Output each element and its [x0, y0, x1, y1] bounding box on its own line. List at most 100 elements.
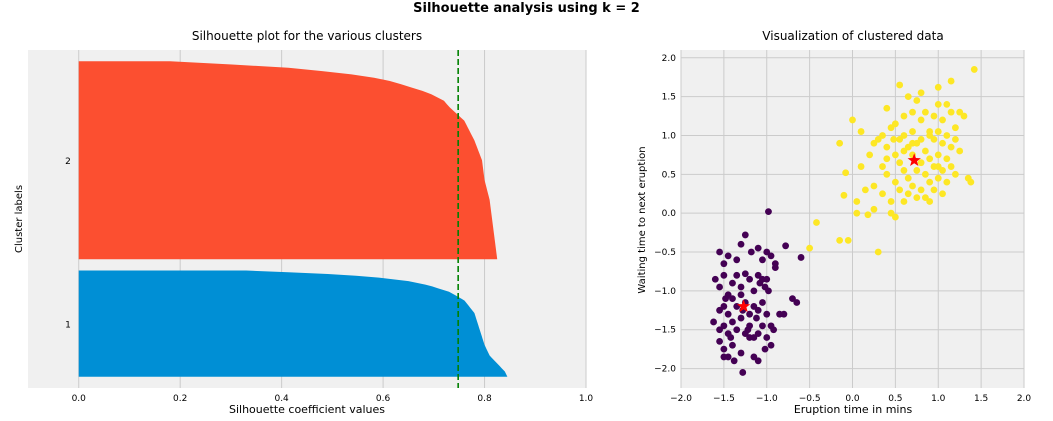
scatter-point-cluster-2 [943, 100, 951, 108]
scatter-x-tick-label: 0.5 [888, 394, 902, 404]
silhouette-x-tick-label: 0.6 [376, 394, 391, 404]
scatter-point-cluster-2 [864, 211, 872, 219]
scatter-point-cluster-2 [952, 170, 959, 178]
scatter-point-cluster-1 [716, 248, 723, 256]
scatter-point-cluster-2 [956, 147, 964, 155]
scatter-point-cluster-1 [741, 270, 749, 278]
scatter-point-cluster-1 [733, 326, 741, 334]
scatter-point-cluster-1 [722, 295, 729, 303]
scatter-point-cluster-1 [753, 314, 760, 322]
scatter-x-tick-label: 1.0 [931, 394, 946, 404]
scatter-point-cluster-2 [917, 116, 925, 124]
scatter-point-cluster-1 [739, 369, 747, 376]
silhouette-cluster-1 [78, 270, 508, 377]
scatter-point-cluster-1 [710, 318, 717, 326]
scatter-point-cluster-2 [879, 190, 886, 198]
scatter-y-label: Waiting time to next eruption [637, 146, 648, 293]
scatter-point-cluster-2 [891, 120, 899, 128]
scatter-point-cluster-2 [883, 170, 891, 178]
scatter-y-tick-label: 2.0 [662, 54, 677, 64]
scatter-y-tick-label: −2.0 [654, 365, 676, 375]
silhouette-y-label: Cluster labels [14, 185, 25, 253]
scatter-point-cluster-2 [917, 135, 925, 143]
scatter-point-cluster-2 [853, 198, 861, 205]
silhouette-x-tick-label: 1.0 [579, 394, 594, 404]
scatter-point-cluster-2 [970, 66, 978, 73]
scatter-point-cluster-2 [909, 182, 916, 190]
scatter-point-cluster-1 [746, 334, 753, 341]
scatter-x-ticks: −2.0 −1.5 −1.0 −0.5 0.0 0.5 1.0 1.5 2.0 [670, 394, 1031, 404]
scatter-point-cluster-2 [930, 112, 938, 120]
scatter-point-cluster-2 [890, 135, 898, 143]
scatter-point-cluster-2 [926, 178, 934, 186]
scatter-point-cluster-2 [943, 155, 951, 163]
scatter-point-cluster-2 [900, 167, 908, 174]
scatter-point-cluster-2 [939, 190, 946, 198]
scatter-x-tick-label: −1.0 [756, 394, 778, 404]
scatter-point-cluster-2 [939, 139, 946, 147]
scatter-point-cluster-1 [793, 299, 801, 306]
scatter-point-cluster-2 [836, 139, 844, 147]
scatter-point-cluster-1 [771, 264, 779, 271]
scatter-point-cluster-1 [770, 326, 778, 334]
scatter-point-cluster-2 [926, 132, 934, 139]
scatter-x-label: Eruption time in mins [794, 403, 913, 416]
centroid-star-1 [736, 299, 751, 313]
scatter-point-cluster-1 [727, 334, 735, 341]
scatter-point-cluster-1 [724, 252, 732, 260]
scatter-point-cluster-2 [926, 155, 934, 163]
scatter-point-cluster-2 [913, 167, 921, 174]
scatter-point-cluster-2 [960, 112, 968, 120]
scatter-point-cluster-1 [737, 314, 745, 322]
scatter-point-cluster-2 [844, 236, 852, 244]
scatter-point-cluster-1 [759, 322, 766, 330]
scatter-point-cluster-1 [724, 310, 732, 318]
scatter-x-tick-label: −0.5 [799, 394, 821, 404]
scatter-y-tick-label: −0.5 [654, 248, 676, 258]
scatter-x-tick-label: 1.5 [974, 394, 988, 404]
scatter-point-cluster-1 [720, 322, 728, 330]
scatter-point-cluster-1 [733, 271, 741, 279]
centroid-markers [736, 153, 921, 313]
silhouette-x-tick-label: 0.8 [477, 394, 492, 404]
scatter-point-cluster-2 [896, 159, 904, 167]
scatter-point-cluster-1 [716, 337, 723, 345]
scatter-point-cluster-2 [900, 147, 908, 155]
scatter-point-cluster-2 [943, 178, 951, 186]
scatter-point-cluster-1 [754, 330, 762, 338]
silhouette-chart: 0.0 0.2 0.4 0.6 0.8 1.0 12 Silhouette plot fo… [14, 29, 593, 416]
scatter-point-cluster-2 [943, 132, 951, 139]
scatter-point-cluster-1 [747, 248, 755, 256]
silhouette-bars [78, 61, 508, 377]
scatter-point-cluster-2 [917, 89, 925, 97]
silhouette-x-ticks: 0.0 0.2 0.4 0.6 0.8 1.0 [72, 394, 594, 404]
scatter-point-cluster-2 [913, 194, 921, 202]
scatter-points [710, 66, 978, 376]
silhouette-x-label: Silhouette coefficient values [229, 403, 385, 416]
scatter-point-cluster-2 [900, 198, 908, 205]
scatter-point-cluster-2 [947, 163, 955, 170]
scatter-point-cluster-1 [720, 345, 728, 353]
scatter-point-cluster-1 [729, 341, 736, 349]
scatter-point-cluster-2 [967, 178, 975, 186]
scatter-point-cluster-1 [720, 303, 728, 310]
scatter-point-cluster-1 [720, 271, 728, 279]
scatter-point-cluster-1 [720, 353, 728, 361]
scatter-point-cluster-2 [934, 163, 942, 170]
scatter-y-tick-label: −1.5 [654, 326, 676, 336]
scatter-point-cluster-2 [921, 108, 929, 116]
silhouette-x-tick-label: 0.2 [173, 394, 187, 404]
silhouette-x-tick-label: 0.0 [72, 394, 87, 404]
scatter-point-cluster-2 [836, 236, 844, 244]
scatter-point-cluster-2 [921, 147, 929, 155]
cluster-label-1: 1 [65, 321, 71, 331]
scatter-point-cluster-1 [746, 275, 753, 283]
scatter-point-cluster-2 [921, 170, 929, 178]
scatter-point-cluster-2 [883, 155, 891, 163]
scatter-point-cluster-2 [813, 219, 820, 226]
scatter-point-cluster-1 [782, 242, 790, 250]
scatter-point-cluster-2 [921, 194, 929, 202]
scatter-point-cluster-2 [887, 198, 895, 205]
scatter-point-cluster-2 [947, 108, 955, 116]
scatter-point-cluster-1 [754, 306, 762, 314]
